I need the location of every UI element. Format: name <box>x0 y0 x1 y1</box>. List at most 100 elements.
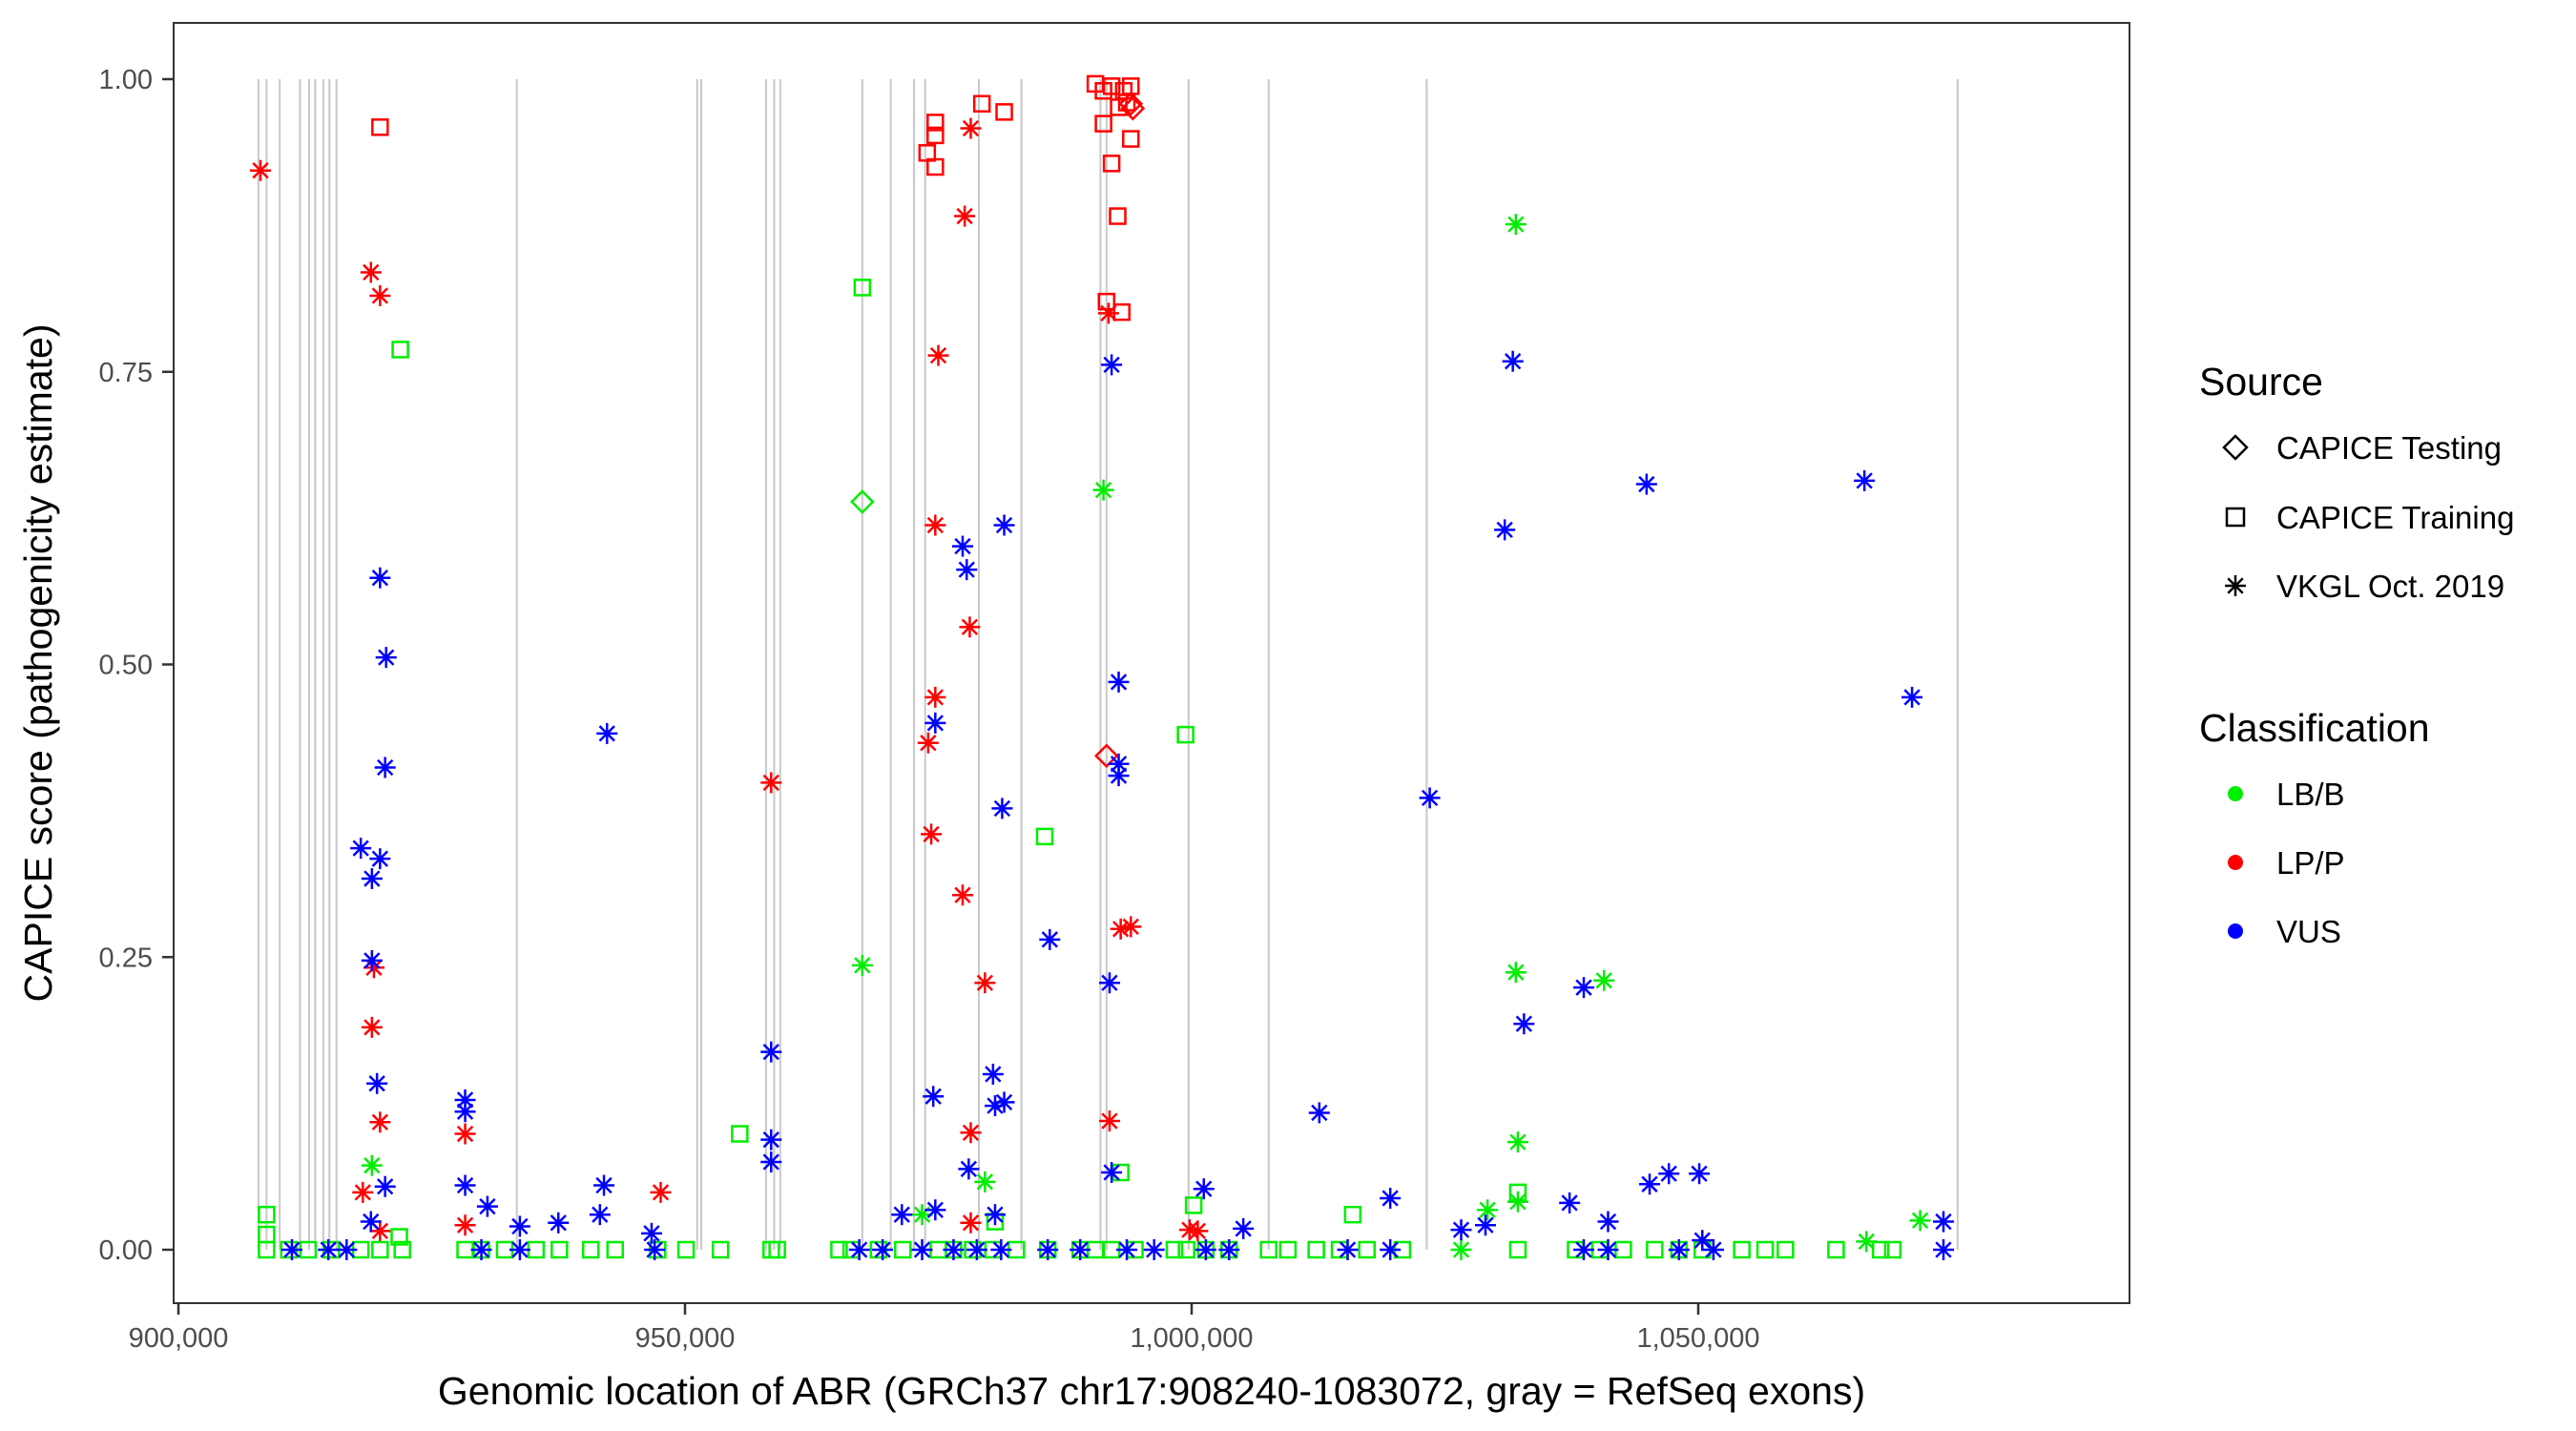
data-point-asterisk <box>1039 928 1061 950</box>
data-point-square <box>1122 130 1140 148</box>
dot-icon <box>2228 786 2243 801</box>
data-point-square <box>1646 1240 1664 1259</box>
data-point-asterisk <box>369 1111 391 1133</box>
data-point-asterisk <box>1101 1162 1123 1184</box>
data-point-asterisk <box>1098 972 1120 994</box>
legend-item-lbb: LB/B <box>2228 777 2345 812</box>
data-point-diamond <box>1094 743 1119 768</box>
legend-classification-title: Classification <box>2199 706 2430 750</box>
legend-label: VKGL Oct. 2019 <box>2276 569 2504 604</box>
data-point-asterisk <box>1901 686 1923 708</box>
data-point-asterisk <box>650 1181 672 1203</box>
legend-item-lpp: LP/P <box>2228 845 2345 881</box>
data-point-asterisk <box>951 884 973 906</box>
data-point-diamond <box>1118 91 1144 116</box>
data-point-asterisk <box>1505 214 1527 236</box>
data-point-asterisk <box>921 823 943 845</box>
data-point-asterisk <box>336 1239 358 1260</box>
data-point-asterisk <box>1702 1239 1724 1260</box>
data-point-asterisk <box>960 1212 982 1234</box>
data-point-square <box>853 279 872 297</box>
data-point-asterisk <box>911 1239 933 1260</box>
data-point-asterisk <box>454 1174 476 1196</box>
data-point-square <box>390 1228 408 1246</box>
data-point-asterisk <box>991 798 1013 819</box>
legend-item-vus: VUS <box>2228 914 2341 949</box>
legend-label: LB/B <box>2276 777 2345 812</box>
data-point-asterisk <box>361 949 383 971</box>
data-point-asterisk <box>596 722 618 744</box>
data-point-asterisk <box>1513 1013 1535 1035</box>
data-point-square <box>894 1240 912 1259</box>
data-point-asterisk <box>1218 1239 1240 1260</box>
data-point-asterisk <box>984 1095 1006 1117</box>
data-point-asterisk <box>509 1239 530 1260</box>
legend-item-capice-training: CAPICE Training <box>2225 500 2514 535</box>
data-point-square <box>830 1240 848 1259</box>
data-point-asterisk <box>1092 479 1114 501</box>
data-points <box>250 74 1955 1260</box>
data-point-asterisk <box>923 1086 945 1108</box>
data-point-asterisk <box>454 1123 476 1145</box>
data-point-asterisk <box>454 1101 476 1123</box>
x-tick-label: 1,050,000 <box>1636 1323 1759 1354</box>
data-point-square <box>1165 1240 1184 1259</box>
data-point-asterisk <box>848 1239 870 1260</box>
data-point-square <box>731 1125 749 1143</box>
data-point-asterisk <box>361 1154 383 1176</box>
data-point-asterisk <box>369 848 391 870</box>
data-point-square <box>258 1240 276 1259</box>
data-point-square <box>1102 155 1121 173</box>
data-point-asterisk <box>924 686 946 708</box>
data-point-square <box>1755 1240 1775 1259</box>
data-point-square <box>1358 1240 1376 1259</box>
data-point-asterisk <box>1597 1239 1619 1260</box>
data-point-square <box>926 126 945 145</box>
data-point-asterisk <box>1477 1199 1499 1221</box>
data-point-asterisk <box>1120 916 1142 938</box>
data-point-asterisk <box>1037 1239 1059 1260</box>
data-point-asterisk <box>966 1239 987 1260</box>
data-point-square <box>1112 302 1131 321</box>
data-point-asterisk <box>924 712 946 734</box>
data-point-asterisk <box>974 972 996 994</box>
data-point-asterisk <box>959 616 981 638</box>
x-tick-label: 1,000,000 <box>1130 1323 1253 1354</box>
data-point-asterisk <box>1854 469 1876 491</box>
data-point-asterisk <box>1658 1163 1680 1185</box>
data-point-asterisk <box>1108 765 1130 787</box>
data-point-square <box>1176 725 1195 744</box>
data-point-asterisk <box>1506 1131 1528 1153</box>
data-point-asterisk <box>954 205 976 227</box>
data-point-asterisk <box>1070 1239 1091 1260</box>
y-tick-label: 0.00 <box>99 1235 153 1266</box>
y-tick-label: 0.50 <box>99 651 153 681</box>
square-icon <box>2225 507 2246 528</box>
data-point-asterisk <box>1195 1239 1216 1260</box>
data-point-square <box>1035 827 1054 846</box>
data-point-asterisk <box>974 1171 996 1192</box>
data-point-asterisk <box>1450 1219 1472 1241</box>
data-point-asterisk <box>374 757 396 778</box>
data-point-square <box>258 1205 276 1224</box>
data-point-asterisk <box>760 1041 782 1063</box>
data-point-square <box>1871 1240 1890 1259</box>
data-point-square <box>1307 1240 1325 1259</box>
data-point-asterisk <box>1597 1211 1619 1233</box>
data-point-asterisk <box>366 1072 388 1094</box>
data-point-asterisk <box>280 1239 302 1260</box>
data-point-asterisk <box>984 1204 1006 1226</box>
y-tick-label: 0.75 <box>99 358 153 388</box>
y-axis-ticks: 0.00 0.25 0.50 0.75 1.00 <box>99 65 174 1266</box>
data-point-asterisk <box>470 1239 492 1260</box>
data-point-asterisk <box>361 868 383 890</box>
data-point-asterisk <box>993 514 1015 536</box>
data-point-asterisk <box>760 772 782 794</box>
legend-label: LP/P <box>2276 845 2345 881</box>
data-point-square <box>972 94 991 114</box>
data-point-asterisk <box>1909 1210 1931 1232</box>
data-point-asterisk <box>476 1195 498 1217</box>
data-point-asterisk <box>1108 671 1130 693</box>
data-point-asterisk <box>1187 1220 1209 1242</box>
data-point-asterisk <box>250 159 272 181</box>
